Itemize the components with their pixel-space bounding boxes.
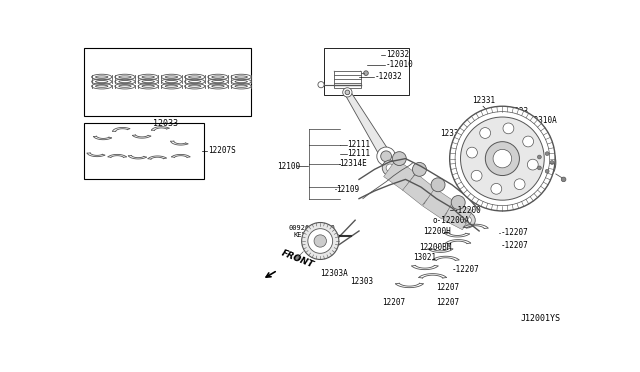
Circle shape [460, 212, 476, 228]
Text: -12032: -12032 [374, 73, 403, 81]
Circle shape [345, 90, 349, 95]
Circle shape [523, 136, 534, 147]
Text: KEY(1): KEY(1) [293, 232, 319, 238]
Polygon shape [383, 159, 416, 190]
Circle shape [467, 147, 477, 158]
Text: 12303F: 12303F [465, 190, 493, 199]
Circle shape [412, 163, 426, 176]
Bar [84, 123, 204, 179]
Circle shape [294, 256, 300, 260]
Text: -12200: -12200 [454, 206, 481, 215]
Polygon shape [345, 91, 391, 159]
Circle shape [491, 183, 502, 194]
Circle shape [538, 166, 541, 170]
Text: 12303A: 12303A [320, 269, 348, 278]
Text: 12200H: 12200H [423, 227, 451, 236]
Circle shape [550, 161, 554, 164]
Circle shape [545, 169, 549, 173]
Text: 12100: 12100 [278, 162, 301, 171]
Circle shape [480, 128, 491, 138]
Polygon shape [403, 173, 436, 205]
Bar [324, 48, 410, 95]
Text: J12001YS: J12001YS [520, 314, 561, 323]
Circle shape [450, 106, 555, 211]
Text: FRONT: FRONT [280, 249, 315, 270]
Text: -12010: -12010 [386, 60, 414, 69]
Text: 12333: 12333 [505, 107, 528, 116]
Circle shape [545, 152, 549, 155]
Circle shape [406, 178, 413, 186]
Circle shape [538, 155, 541, 159]
Text: 12111: 12111 [348, 150, 371, 158]
Circle shape [308, 229, 333, 253]
Bar [334, 71, 360, 88]
Text: -12207: -12207 [501, 241, 529, 250]
Text: 13021: 13021 [413, 253, 436, 262]
Bar [84, 48, 250, 116]
Circle shape [444, 206, 452, 214]
Polygon shape [422, 188, 454, 219]
Circle shape [392, 152, 406, 166]
Text: 12200BM: 12200BM [419, 243, 451, 251]
Circle shape [421, 189, 436, 205]
Text: 12207: 12207 [382, 298, 405, 307]
Text: 12032: 12032 [386, 50, 409, 59]
Circle shape [493, 150, 511, 168]
Circle shape [343, 88, 352, 97]
Circle shape [301, 222, 339, 260]
Text: 12331: 12331 [472, 96, 495, 105]
Circle shape [386, 164, 394, 172]
Circle shape [461, 117, 544, 200]
Circle shape [431, 178, 445, 192]
Circle shape [455, 112, 550, 206]
Text: 12033: 12033 [153, 119, 178, 128]
Circle shape [382, 160, 397, 176]
Text: -12207: -12207 [452, 265, 480, 274]
Circle shape [381, 151, 392, 162]
Text: 00926-51600: 00926-51600 [289, 225, 335, 231]
Circle shape [527, 159, 538, 170]
Text: o-12200A: o-12200A [433, 216, 470, 225]
Text: 12207S: 12207S [208, 147, 236, 155]
Circle shape [561, 177, 566, 182]
Circle shape [425, 193, 433, 201]
Circle shape [440, 202, 456, 218]
Text: 12109: 12109 [336, 185, 359, 194]
Circle shape [364, 71, 368, 76]
Text: 12303: 12303 [349, 277, 373, 286]
Polygon shape [443, 201, 472, 230]
Circle shape [471, 170, 482, 181]
Circle shape [377, 147, 396, 166]
Circle shape [485, 142, 520, 176]
Circle shape [451, 196, 465, 209]
Circle shape [463, 217, 472, 224]
Ellipse shape [534, 146, 556, 179]
Circle shape [318, 81, 324, 88]
Text: 12207: 12207 [436, 298, 460, 307]
Text: 12330: 12330 [440, 129, 463, 138]
Circle shape [503, 123, 514, 134]
Text: 12207: 12207 [436, 283, 460, 292]
Circle shape [314, 235, 326, 247]
Text: 12310A: 12310A [529, 116, 557, 125]
Circle shape [514, 179, 525, 190]
Text: 12314E: 12314E [340, 160, 367, 169]
Text: 12111: 12111 [348, 140, 371, 149]
Text: -12207: -12207 [501, 228, 529, 237]
Circle shape [402, 174, 417, 189]
